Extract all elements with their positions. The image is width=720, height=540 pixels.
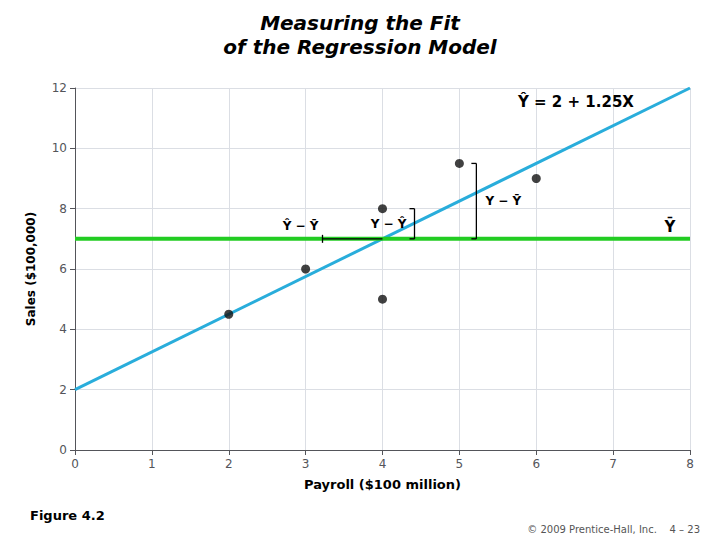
svg-text:3: 3	[302, 457, 310, 471]
svg-text:2: 2	[59, 383, 67, 397]
svg-text:Ȳ: Ȳ	[664, 216, 677, 236]
svg-text:1: 1	[148, 457, 156, 471]
svg-text:10: 10	[52, 141, 67, 155]
svg-text:Figure 4.2: Figure 4.2	[30, 508, 105, 523]
svg-text:4: 4	[59, 322, 67, 336]
svg-text:Payroll ($100 million): Payroll ($100 million)	[304, 477, 461, 492]
svg-text:12: 12	[52, 81, 67, 95]
svg-text:0: 0	[71, 457, 79, 471]
svg-text:6: 6	[59, 262, 67, 276]
svg-text:Ŷ − Ȳ: Ŷ − Ȳ	[282, 218, 319, 233]
svg-text:Y − Ŷ: Y − Ŷ	[370, 216, 407, 231]
svg-text:7: 7	[609, 457, 617, 471]
svg-text:8: 8	[686, 457, 694, 471]
svg-text:0: 0	[59, 443, 67, 457]
svg-text:6: 6	[532, 457, 540, 471]
svg-text:Sales ($100,000): Sales ($100,000)	[24, 212, 38, 326]
svg-text:2: 2	[225, 457, 233, 471]
svg-text:Ŷ = 2 + 1.25X: Ŷ = 2 + 1.25X	[517, 92, 634, 111]
svg-text:© 2009 Prentice-Hall, Inc.: © 2009 Prentice-Hall, Inc. 4 – 23	[527, 524, 700, 535]
svg-text:8: 8	[59, 202, 67, 216]
svg-text:5: 5	[456, 457, 464, 471]
svg-text:4: 4	[379, 457, 387, 471]
svg-text:of the Regression Model: of the Regression Model	[223, 35, 498, 59]
svg-text:Y − Ȳ: Y − Ȳ	[484, 194, 521, 208]
svg-text:Measuring the Fit: Measuring the Fit	[260, 11, 461, 35]
